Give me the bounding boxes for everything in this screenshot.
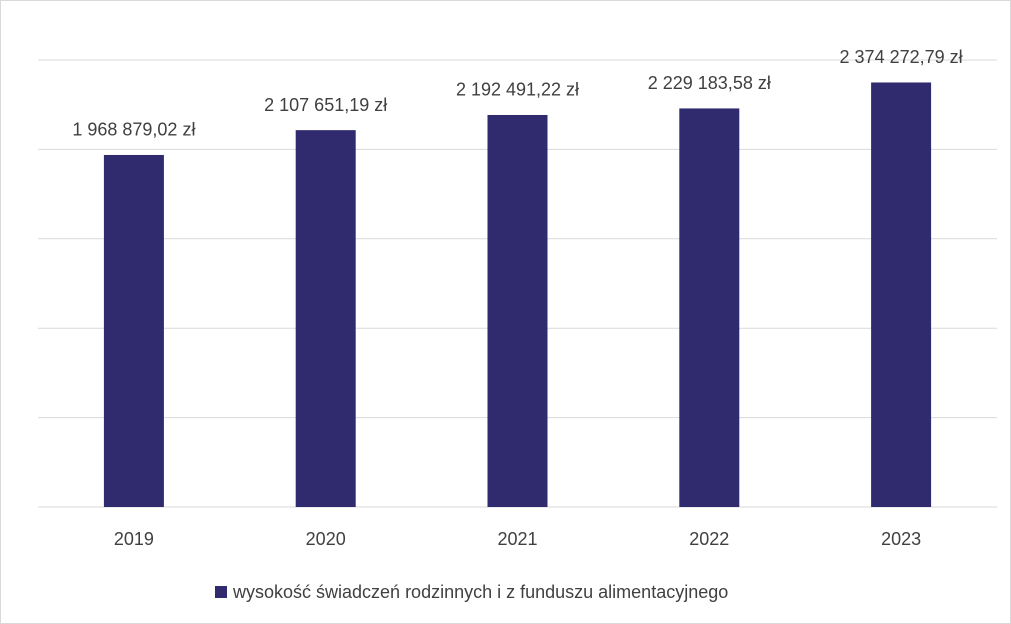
x-tick-label: 2020	[306, 529, 346, 549]
bar	[295, 130, 356, 507]
data-label: 1 968 879,02 zł	[72, 120, 195, 140]
x-tick-label: 2021	[497, 529, 537, 549]
data-label: 2 229 183,58 zł	[648, 73, 771, 93]
data-label: 2 374 272,79 zł	[840, 47, 963, 67]
data-label: 2 192 491,22 zł	[456, 80, 579, 100]
x-tick-label: 2019	[114, 529, 154, 549]
x-tick-label: 2022	[689, 529, 729, 549]
bar	[871, 82, 932, 507]
bar	[103, 154, 164, 508]
bar	[487, 114, 548, 507]
legend-label: wysokość świadczeń rodzinnych i z fundus…	[232, 582, 728, 602]
legend-swatch	[215, 586, 227, 598]
bar	[679, 108, 740, 508]
data-label: 2 107 651,19 zł	[264, 95, 387, 115]
x-tick-label: 2023	[881, 529, 921, 549]
